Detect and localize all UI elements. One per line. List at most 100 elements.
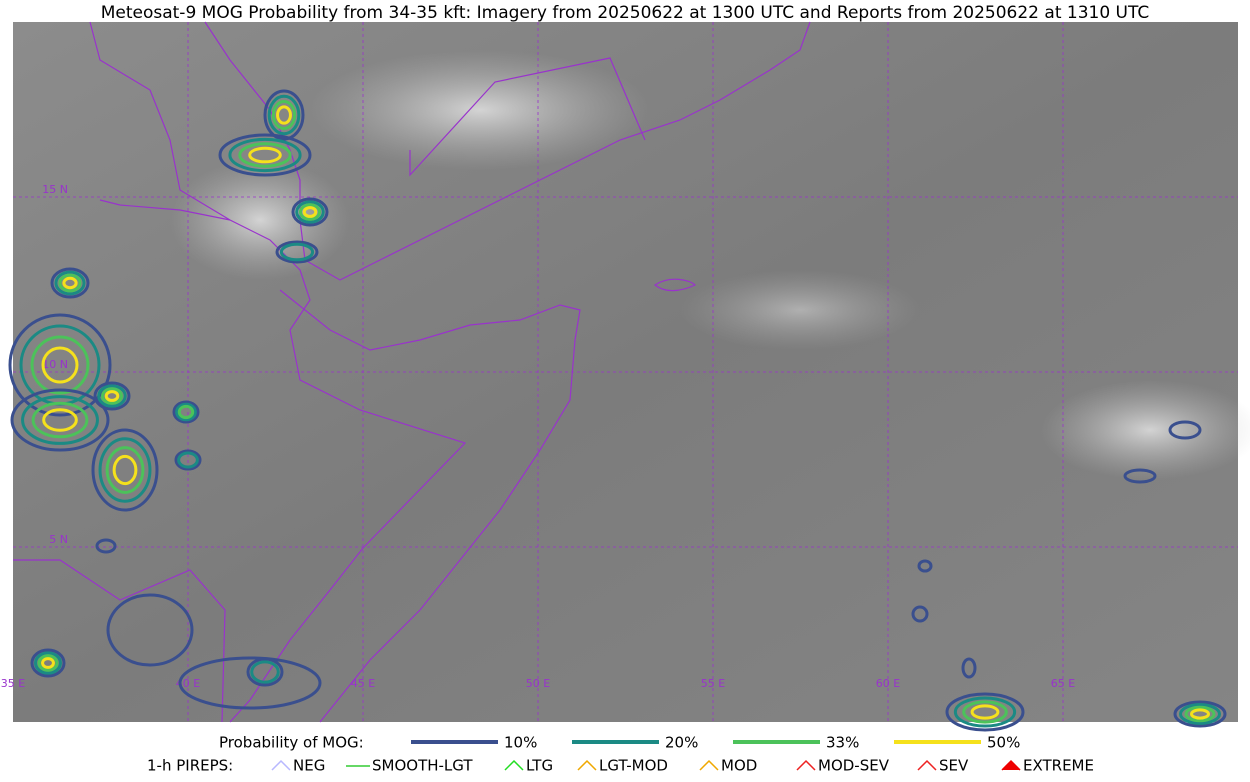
mog-contour: [100, 387, 124, 405]
mog-contour: [91, 428, 159, 512]
mog-contour: [62, 276, 78, 290]
mog-contour: [238, 142, 292, 168]
legend-label: MOD: [721, 757, 757, 775]
map: 35 E 40 E 45 E 50 E 55 E 60 E 65 E15 N10 N5 N: [1, 21, 1250, 732]
mog-contour: [50, 267, 90, 299]
mog-contour: [275, 240, 319, 264]
mog-contour: [31, 401, 89, 439]
mog-contour: [104, 390, 120, 402]
lat-label: 5 N: [49, 533, 68, 546]
mog-contour: [302, 206, 318, 218]
mog-contour: [58, 273, 82, 293]
pirep-symbol: [699, 759, 719, 771]
mog-contour: [21, 395, 99, 445]
mog-contour: [106, 593, 194, 667]
mog-contour: [1168, 420, 1202, 440]
legend-title: Probability of MOG:: [219, 734, 364, 752]
lon-label: 55 E: [701, 677, 725, 690]
lat-label: 15 N: [42, 183, 68, 196]
mog-contour: [10, 388, 110, 452]
coastline: [279, 289, 581, 723]
legend-label: EXTREME: [1023, 757, 1094, 775]
cloud: [310, 50, 650, 170]
legend-label: SMOOTH-LGT: [372, 757, 473, 775]
mog-contour: [97, 384, 127, 408]
mog-contour: [1184, 705, 1216, 723]
mog-contour: [248, 146, 282, 164]
mog-contour: [911, 605, 929, 623]
pirep-symbol: [271, 759, 291, 771]
cloud: [1040, 380, 1250, 480]
mog-contour: [276, 105, 292, 125]
title: Meteosat-9 MOG Probability from 34-35 kf…: [101, 3, 1150, 23]
mog-contour: [174, 449, 202, 471]
mog-contour: [95, 538, 117, 554]
mog-contour: [1190, 708, 1210, 720]
mog-contour: [42, 408, 78, 432]
legend-label: 20%: [665, 734, 698, 752]
legend-label: 33%: [826, 734, 859, 752]
mog-contour: [218, 133, 312, 177]
mog-contour: [953, 696, 1017, 728]
mog-contour: [291, 197, 329, 227]
mog-contour: [41, 657, 55, 669]
mog-contour: [246, 657, 284, 687]
mog-contour: [295, 200, 325, 224]
mog-contour: [263, 89, 305, 141]
mog-contour: [1179, 703, 1221, 725]
lon-label: 35 E: [1, 677, 25, 690]
mog-contour: [267, 94, 301, 136]
legend-title: 1-h PIREPS:: [147, 757, 233, 775]
lat-label: 10 N: [42, 358, 68, 371]
border: [13, 559, 226, 723]
mog-contour: [8, 313, 112, 417]
legend-label: 10%: [504, 734, 537, 752]
mog-contour: [30, 335, 90, 395]
border: [409, 57, 646, 177]
mog-contour: [34, 651, 62, 675]
mog-contour: [177, 404, 195, 420]
pirep-symbol: [796, 759, 816, 771]
mog-contour: [228, 137, 302, 173]
mog-contour: [30, 648, 66, 678]
mog-contour: [250, 660, 280, 684]
cloud: [680, 270, 920, 350]
lon-label: 65 E: [1051, 677, 1075, 690]
pirep-symbol: [504, 759, 524, 771]
mog-contour: [105, 446, 145, 494]
cloud: [170, 160, 350, 280]
mog-contour: [112, 454, 138, 486]
mog-contour: [1173, 700, 1227, 728]
mog-contour: [54, 270, 86, 296]
legend-label: MOD-SEV: [818, 757, 890, 775]
legend-label: LTG: [526, 757, 553, 775]
mog-contour: [962, 700, 1008, 724]
mog-contour: [917, 559, 933, 573]
legend-label: SEV: [939, 757, 969, 775]
mog-contour: [271, 100, 297, 130]
mog-contour: [37, 654, 59, 672]
mog-contour: [98, 437, 152, 503]
border: [99, 199, 231, 221]
mog-contour: [175, 402, 197, 422]
border: [89, 21, 467, 723]
mog-contour: [93, 381, 131, 411]
legend-label: 50%: [987, 734, 1020, 752]
mog-contour: [172, 400, 200, 424]
lon-label: 50 E: [526, 677, 550, 690]
pirep-symbol: [1001, 759, 1021, 771]
lon-label: 60 E: [876, 677, 900, 690]
legend-label: LGT-MOD: [599, 757, 668, 775]
mog-contour: [279, 242, 315, 262]
lon-label: 45 E: [351, 677, 375, 690]
mog-contour: [1123, 468, 1157, 484]
pirep-symbol: [577, 759, 597, 771]
legend-label: NEG: [293, 757, 325, 775]
mog-contour: [41, 346, 79, 384]
mog-contour: [178, 656, 322, 710]
mog-contour: [298, 203, 322, 221]
mog-contour: [945, 692, 1025, 732]
island: [653, 278, 697, 292]
mog-contour: [970, 704, 1000, 720]
